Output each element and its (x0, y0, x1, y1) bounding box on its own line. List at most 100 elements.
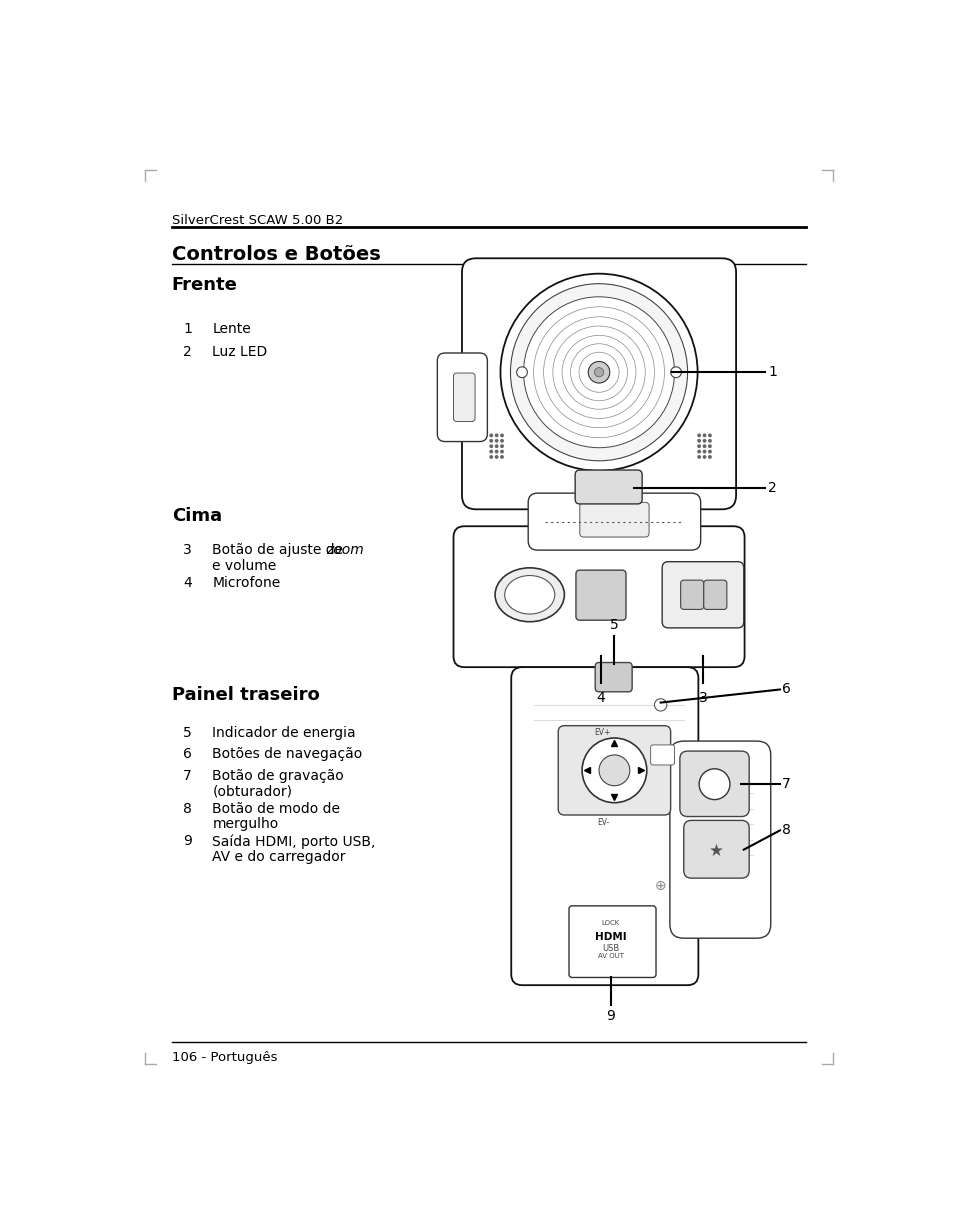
Text: EV-: EV- (597, 818, 608, 827)
FancyBboxPatch shape (661, 562, 743, 628)
Circle shape (517, 367, 527, 378)
Text: Controlos e Botões: Controlos e Botões (172, 246, 380, 264)
FancyBboxPatch shape (568, 906, 656, 978)
Text: ⊕: ⊕ (654, 879, 666, 893)
Text: Indicador de energia: Indicador de energia (213, 726, 355, 739)
Circle shape (489, 439, 493, 442)
FancyBboxPatch shape (558, 726, 670, 815)
Text: zoom: zoom (326, 544, 364, 557)
Circle shape (499, 455, 503, 459)
FancyBboxPatch shape (575, 470, 641, 503)
Circle shape (489, 434, 493, 437)
Text: 106 - Português: 106 - Português (172, 1051, 277, 1064)
Text: Frente: Frente (172, 276, 237, 295)
Circle shape (500, 274, 697, 470)
Circle shape (701, 455, 706, 459)
Text: e volume: e volume (213, 558, 276, 573)
Text: 3: 3 (698, 690, 706, 705)
Circle shape (670, 367, 680, 378)
Circle shape (697, 445, 700, 448)
FancyBboxPatch shape (576, 571, 625, 621)
Circle shape (495, 439, 498, 442)
Circle shape (697, 439, 700, 442)
Circle shape (707, 445, 711, 448)
Text: HDMI: HDMI (594, 932, 626, 942)
Circle shape (697, 450, 700, 453)
Text: USB: USB (601, 943, 618, 953)
Circle shape (707, 450, 711, 453)
FancyBboxPatch shape (461, 258, 736, 510)
FancyBboxPatch shape (703, 580, 726, 610)
Text: LOCK: LOCK (600, 920, 619, 926)
FancyBboxPatch shape (453, 527, 743, 667)
Text: 8: 8 (183, 802, 192, 816)
Text: AV e do carregador: AV e do carregador (213, 849, 346, 864)
Circle shape (699, 769, 729, 799)
Text: Microfone: Microfone (213, 576, 280, 589)
FancyBboxPatch shape (650, 745, 674, 765)
Text: EV+: EV+ (594, 728, 611, 737)
Text: Botões de navegação: Botões de navegação (213, 747, 362, 761)
Text: 6: 6 (183, 747, 192, 761)
FancyBboxPatch shape (511, 667, 698, 985)
Text: 1: 1 (767, 365, 777, 379)
Circle shape (707, 455, 711, 459)
Text: 4: 4 (183, 576, 192, 589)
Circle shape (495, 445, 498, 448)
Text: (obturador): (obturador) (213, 785, 293, 798)
FancyBboxPatch shape (579, 502, 648, 536)
Circle shape (697, 455, 700, 459)
Circle shape (499, 450, 503, 453)
Text: 2: 2 (767, 480, 777, 495)
Circle shape (697, 434, 700, 437)
Text: Botão de modo de: Botão de modo de (213, 802, 340, 816)
Text: 5: 5 (183, 726, 192, 739)
Text: SilverCrest SCAW 5.00 B2: SilverCrest SCAW 5.00 B2 (172, 214, 342, 227)
Text: Cima: Cima (172, 507, 222, 525)
Text: 5: 5 (609, 618, 618, 632)
Circle shape (499, 434, 503, 437)
Text: 7: 7 (781, 777, 790, 791)
Circle shape (523, 297, 674, 447)
Circle shape (489, 445, 493, 448)
Circle shape (588, 362, 609, 382)
Text: AV OUT: AV OUT (597, 953, 623, 959)
Circle shape (510, 284, 687, 461)
Text: 9: 9 (605, 1009, 615, 1023)
FancyBboxPatch shape (669, 741, 770, 938)
Text: 6: 6 (781, 683, 790, 697)
Circle shape (654, 699, 666, 711)
Circle shape (499, 439, 503, 442)
Circle shape (701, 450, 706, 453)
FancyBboxPatch shape (595, 662, 632, 692)
Text: 9: 9 (183, 835, 192, 848)
Circle shape (707, 434, 711, 437)
Text: Luz LED: Luz LED (213, 346, 268, 359)
Ellipse shape (495, 568, 564, 622)
Text: 2: 2 (183, 346, 192, 359)
Text: Botão de gravação: Botão de gravação (213, 769, 344, 783)
Text: ★: ★ (709, 842, 723, 860)
Circle shape (701, 434, 706, 437)
Circle shape (701, 445, 706, 448)
FancyBboxPatch shape (436, 353, 487, 441)
Text: 3: 3 (183, 544, 192, 557)
Circle shape (495, 434, 498, 437)
FancyBboxPatch shape (679, 752, 748, 816)
FancyBboxPatch shape (528, 494, 700, 550)
Text: 1: 1 (183, 323, 192, 336)
Text: mergulho: mergulho (213, 818, 278, 831)
Circle shape (489, 455, 493, 459)
Circle shape (581, 738, 646, 803)
Text: 7: 7 (183, 769, 192, 783)
FancyBboxPatch shape (453, 373, 475, 422)
Ellipse shape (504, 576, 555, 613)
Text: Painel traseiro: Painel traseiro (172, 686, 319, 704)
Text: 4: 4 (596, 690, 604, 705)
Text: Botão de ajuste de: Botão de ajuste de (213, 544, 348, 557)
FancyBboxPatch shape (679, 580, 703, 610)
Circle shape (594, 368, 603, 376)
Circle shape (499, 445, 503, 448)
Circle shape (495, 455, 498, 459)
Text: 8: 8 (781, 824, 790, 837)
